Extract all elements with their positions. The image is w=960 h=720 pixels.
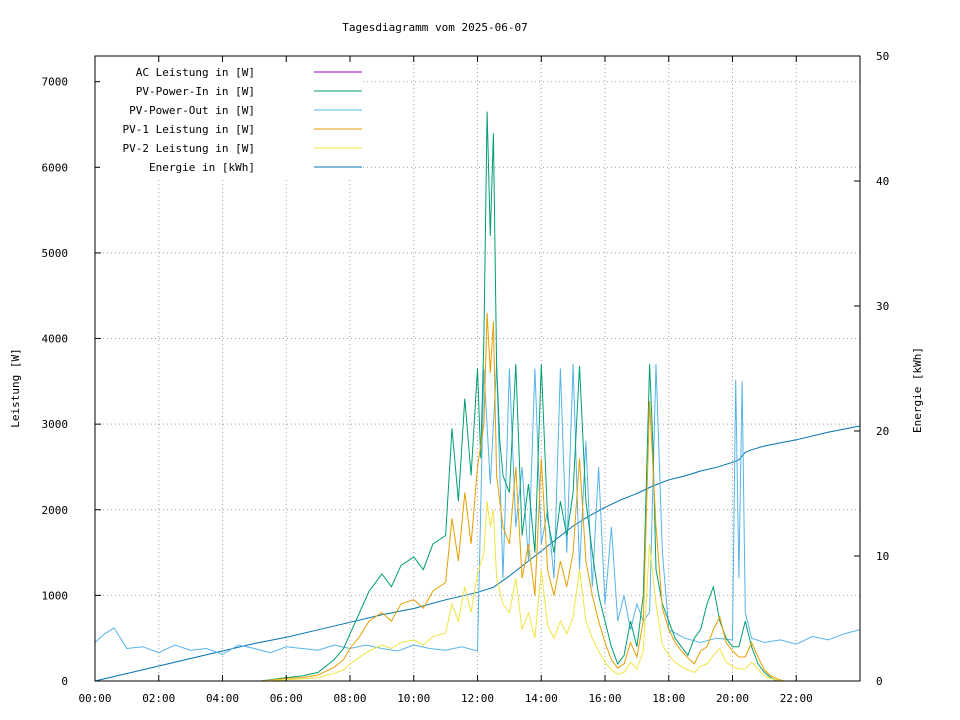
y2-tick-label: 40 [876,175,889,188]
x-tick-label: 20:00 [716,692,749,705]
legend: AC Leistung in [W] PV-Power-In in [W] PV-P… [100,62,362,178]
y2-tick-label: 50 [876,50,889,63]
x-tick-label: 22:00 [780,692,813,705]
series-line-pv_in [95,111,860,682]
y-tick-label: 5000 [42,247,69,260]
legend-label: Energie in [kWh] [149,161,255,174]
plot-series [94,111,861,682]
legend-label: PV-1 Leistung in [W] [123,123,255,136]
y2-axis-label: Energie [kWh] [911,347,924,433]
x-tick-label: 00:00 [78,692,111,705]
y2-tick-label: 10 [876,550,889,563]
x-tick-label: 12:00 [461,692,494,705]
y-tick-label: 0 [61,675,68,688]
y2-tick-label: 20 [876,425,889,438]
y2-tick-label: 0 [876,675,883,688]
x-tick-label: 04:00 [206,692,239,705]
legend-label: PV-Power-In in [W] [136,85,255,98]
x-tick-label: 16:00 [588,692,621,705]
chart-title: Tagesdiagramm vom 2025-06-07 [342,21,527,34]
legend-label: PV-2 Leistung in [W] [123,142,255,155]
legend-label: PV-Power-Out in [W] [129,104,255,117]
series-line-pv2 [95,501,860,682]
x-tick-label: 06:00 [270,692,303,705]
y2-tick-label: 30 [876,300,889,313]
x-tick-label: 10:00 [397,692,430,705]
y-axis-label: Leistung [W] [9,348,22,427]
y-tick-label: 3000 [42,418,69,431]
axis-ticks: 00:00 02:00 04:00 06:00 08:00 10:00 12:00 14:00… [42,50,890,705]
y-tick-label: 4000 [42,333,69,346]
x-tick-label: 14:00 [525,692,558,705]
y-tick-label: 7000 [42,76,69,89]
series-line-energy [94,425,861,682]
y-tick-label: 6000 [42,161,69,174]
series-line-pv_out [94,364,861,656]
y-tick-label: 1000 [42,589,69,602]
x-tick-label: 02:00 [142,692,175,705]
legend-label: AC Leistung in [W] [136,66,255,79]
series-line-pv1 [95,312,860,682]
legend-background [100,62,362,178]
y-tick-label: 2000 [42,504,69,517]
x-tick-label: 08:00 [333,692,366,705]
x-tick-label: 18:00 [652,692,685,705]
